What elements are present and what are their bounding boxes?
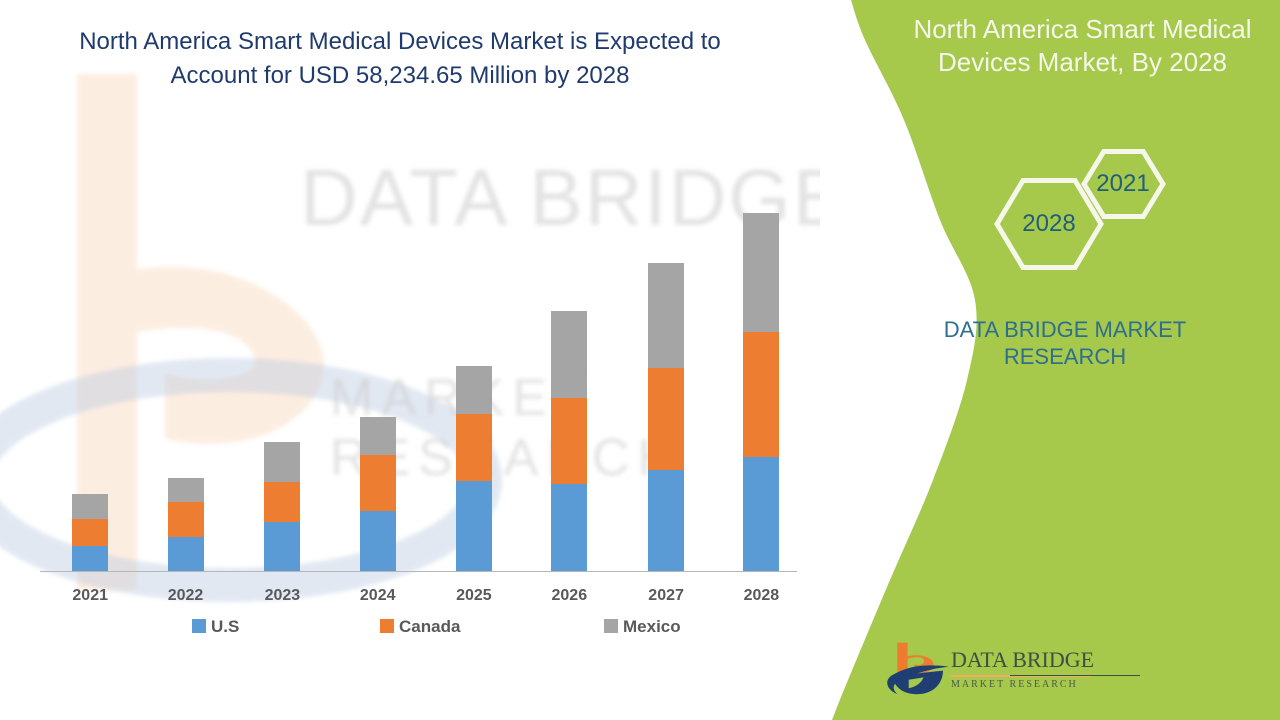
svg-text:2028: 2028 [1022, 210, 1075, 237]
svg-text:DATA BRIDGE: DATA BRIDGE [300, 153, 820, 242]
svg-text:2021: 2021 [1096, 170, 1149, 197]
